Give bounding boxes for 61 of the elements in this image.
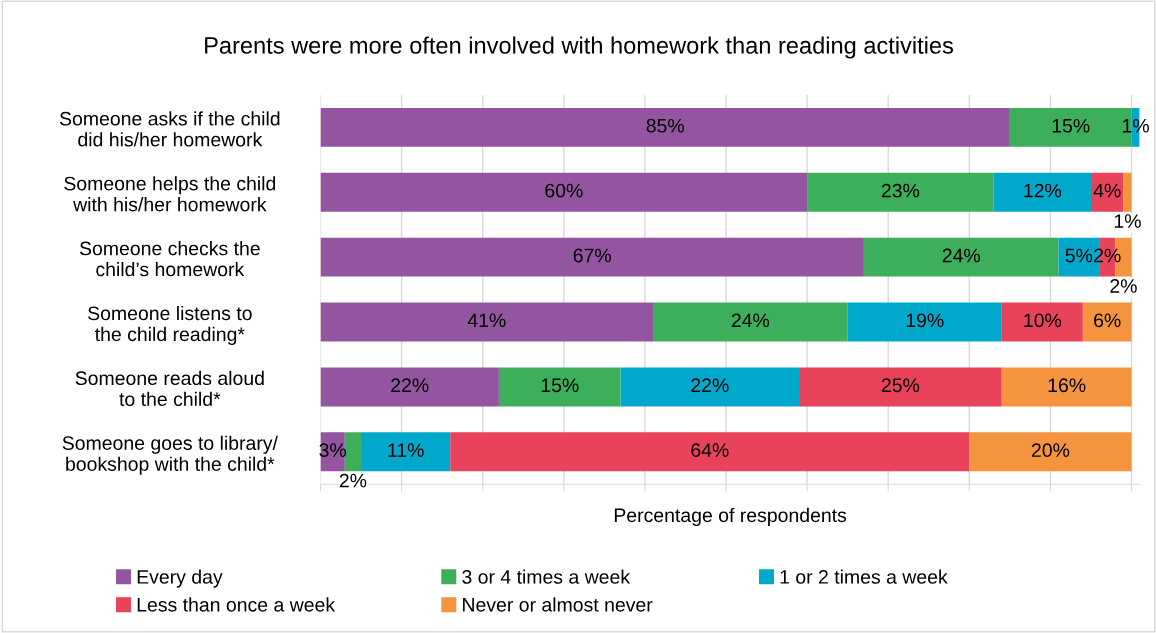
bar — [653, 302, 848, 342]
bar — [969, 432, 1132, 472]
data-label: 4% — [1093, 183, 1121, 198]
data-label: 2% — [1110, 279, 1137, 293]
data-label: 15% — [1052, 118, 1090, 133]
bar — [1001, 367, 1132, 407]
data-label: 22% — [391, 378, 429, 393]
data-label: 60% — [545, 183, 583, 198]
bar — [1001, 302, 1083, 342]
bar — [863, 237, 1059, 277]
data-label: 41% — [467, 313, 506, 328]
bar — [450, 432, 970, 472]
bar — [807, 172, 994, 212]
data-label: 20% — [1031, 443, 1070, 458]
data-label: 19% — [906, 313, 944, 328]
y-tick-label: Someone checks the child’s homework — [79, 241, 260, 277]
legend-label: 1 or 2 times a week — [780, 569, 948, 584]
data-label: 64% — [691, 443, 729, 458]
legend-label: Never or almost never — [463, 597, 653, 612]
bar — [320, 302, 654, 342]
data-label: 85% — [646, 118, 684, 133]
data-label: 16% — [1048, 378, 1086, 393]
y-tick-label: Someone goes to library/ bookshop with the child* — [62, 435, 278, 475]
data-label: 24% — [731, 313, 770, 328]
y-tick-label: Someone asks if the child did his/her homework — [59, 111, 280, 147]
data-label: 23% — [881, 183, 920, 198]
bar — [1082, 302, 1132, 342]
data-label: 5% — [1065, 248, 1093, 263]
data-label: 12% — [1024, 183, 1062, 198]
data-label: 24% — [942, 248, 980, 263]
bar — [344, 432, 362, 472]
data-label: 1% — [1114, 214, 1141, 228]
legend-label: Every day — [137, 569, 223, 588]
bar — [361, 432, 451, 472]
data-label: 10% — [1024, 313, 1062, 328]
bar — [1090, 172, 1124, 212]
bar — [498, 367, 621, 407]
bar — [320, 107, 1010, 147]
bar — [620, 367, 800, 407]
chart-title: Parents were more often involved with homework than reading activities — [205, 36, 954, 59]
data-label: 6% — [1094, 313, 1121, 328]
data-label: 11% — [388, 443, 424, 457]
bar — [993, 172, 1091, 212]
bar — [1123, 172, 1132, 212]
x-axis-title: Percentage of respondents — [614, 507, 847, 526]
y-tick-label: Someone reads aloud to the child* — [75, 370, 264, 407]
legend-label: 3 or 4 times a week — [462, 569, 631, 584]
data-label: 2% — [339, 473, 367, 488]
bar — [799, 367, 1002, 407]
y-tick-label: Someone listens to the child reading* — [88, 305, 252, 345]
bar — [320, 367, 499, 407]
bar — [320, 172, 808, 212]
data-label: 25% — [881, 378, 920, 393]
bar — [847, 302, 1002, 342]
data-label: 67% — [573, 248, 611, 263]
bar — [320, 237, 864, 277]
data-label: 22% — [691, 378, 729, 393]
data-label: 15% — [541, 378, 579, 393]
data-label: 1% — [1123, 118, 1149, 133]
y-tick-label: Someone helps the child with his/her homework — [64, 176, 276, 212]
legend-label: Less than once a week — [137, 597, 336, 612]
